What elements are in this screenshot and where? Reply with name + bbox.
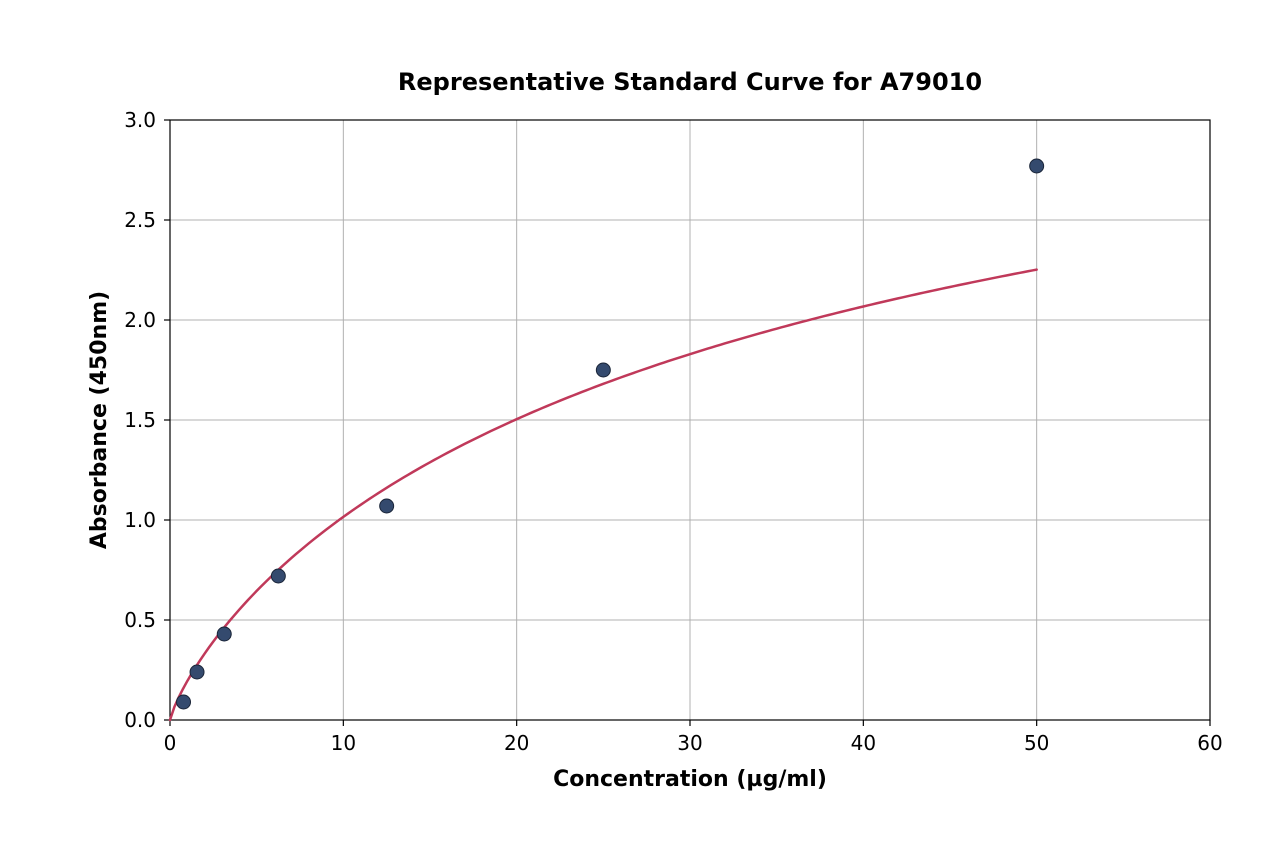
data-point [596, 363, 610, 377]
x-tick-label: 30 [677, 731, 702, 755]
y-tick-label: 1.0 [124, 508, 156, 532]
x-tick-label: 10 [331, 731, 356, 755]
y-tick-label: 1.5 [124, 408, 156, 432]
y-tick-label: 3.0 [124, 108, 156, 132]
x-tick-label: 60 [1197, 731, 1222, 755]
standard-curve-chart: 0 10 20 30 40 50 60 0.0 0.5 1.0 1.5 2.0 2.5 3.0 Repr… [0, 0, 1280, 845]
x-tick-label: 50 [1024, 731, 1049, 755]
data-point [190, 665, 204, 679]
data-point [1030, 159, 1044, 173]
y-ticks [164, 120, 170, 720]
x-tick-label: 40 [851, 731, 876, 755]
y-tick-label: 2.0 [124, 308, 156, 332]
chart-container: 0 10 20 30 40 50 60 0.0 0.5 1.0 1.5 2.0 2.5 3.0 Repr… [0, 0, 1280, 845]
data-point [177, 695, 191, 709]
chart-title: Representative Standard Curve for A79010 [398, 68, 982, 96]
x-tick-label: 20 [504, 731, 529, 755]
data-point [217, 627, 231, 641]
y-tick-label: 0.5 [124, 608, 156, 632]
y-tick-labels: 0.0 0.5 1.0 1.5 2.0 2.5 3.0 [124, 108, 156, 732]
x-tick-labels: 0 10 20 30 40 50 60 [164, 731, 1223, 755]
y-axis-label: Absorbance (450nm) [87, 291, 112, 549]
y-tick-label: 0.0 [124, 708, 156, 732]
data-point [380, 499, 394, 513]
y-tick-label: 2.5 [124, 208, 156, 232]
data-point [271, 569, 285, 583]
x-ticks [170, 720, 1210, 726]
x-axis-label: Concentration (µg/ml) [553, 767, 827, 792]
x-tick-label: 0 [164, 731, 177, 755]
